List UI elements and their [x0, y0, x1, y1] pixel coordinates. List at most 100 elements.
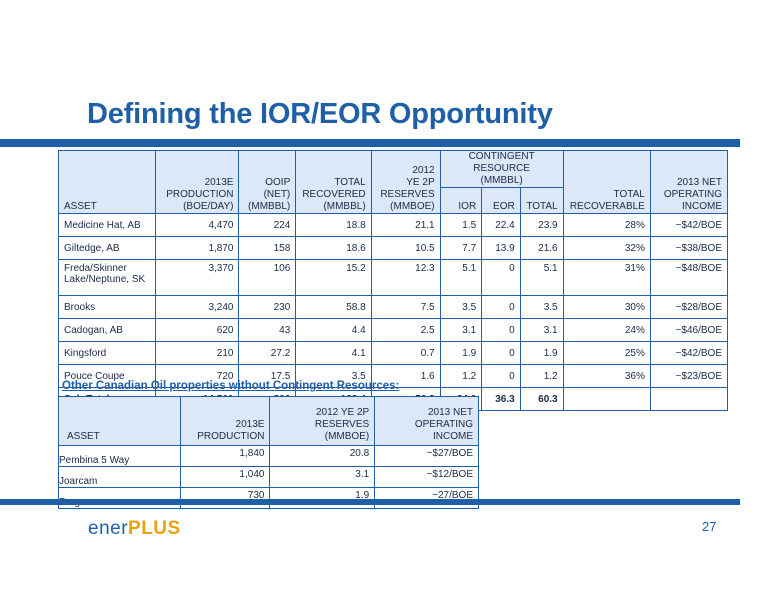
- cell-total: 23.9: [519, 213, 564, 237]
- cell-reserves: 0.7: [370, 341, 441, 365]
- header-row-top: ASSET 2013E PRODUCTION (BOE/DAY) OOIP (NET)…: [57, 150, 729, 214]
- cell-asset: Brooks: [57, 295, 157, 319]
- cell-reserves: 2.5: [370, 318, 441, 342]
- cell-asset: Giltedge, AB: [57, 236, 157, 260]
- logo-text-plus: PLUS: [128, 518, 181, 539]
- cell-asset: Pouce Coupe: [57, 364, 157, 388]
- table-row: Pembina 5 Way 1,840 20.8 ~$27/BOE: [58, 445, 479, 467]
- cell-production: 720: [155, 364, 240, 388]
- cell-total-recovered: 58.8: [295, 295, 372, 319]
- cell-asset: Freda/Skinner Lake/Neptune, SK: [57, 259, 157, 296]
- cell-income: ~$27/BOE: [374, 445, 479, 467]
- cell-ooip: 17.5: [238, 364, 297, 388]
- cell-income: ~$42/BOE: [649, 213, 729, 237]
- cell-reserves: 1.9: [269, 487, 376, 509]
- cell-income: ~$12/BOE: [374, 466, 479, 488]
- cell-total: 3.1: [519, 318, 564, 342]
- cell-reserves: 21.1: [370, 213, 441, 237]
- contingent-resource-table: ASSET 2013E PRODUCTION (BOE/DAY) OOIP (NET)…: [57, 150, 729, 411]
- cell-total: 60.3: [519, 387, 564, 411]
- secondary-heading: Other Canadian Oil properties without Co…: [62, 380, 400, 392]
- cell-income: ~$42/BOE: [649, 341, 729, 365]
- cell-eor: 0: [481, 259, 521, 296]
- cell-eor: 13.9: [481, 236, 521, 260]
- cell-total-recoverable: [562, 387, 651, 411]
- table-row: Giltedge, AB 1,870 158 18.6 10.5 7.7 13.…: [57, 236, 729, 260]
- cell-ior: 5.1: [439, 259, 483, 296]
- cell-reserves: 7.5: [370, 295, 441, 319]
- cell-total-recovered: 18.8: [295, 213, 372, 237]
- cell-total-recoverable: 32%: [562, 236, 651, 260]
- enerplus-logo: enerPLUS: [88, 518, 181, 540]
- cell-production: 620: [155, 318, 240, 342]
- cell-total-recoverable: 36%: [562, 364, 651, 388]
- cell-reserves: 20.8: [269, 445, 376, 467]
- cell-ior: 1.9: [439, 341, 483, 365]
- table-row: Freda/Skinner Lake/Neptune, SK 3,370 106 …: [57, 259, 729, 296]
- logo-text-ener: ener: [88, 518, 129, 539]
- cell-asset: Kingsford: [57, 341, 157, 365]
- cell-ooip: 230: [238, 295, 297, 319]
- cell-asset: Cadogan, AB: [57, 318, 157, 342]
- col-production: 2013E PRODUCTION: [179, 396, 271, 446]
- col-eor: EOR: [481, 187, 521, 214]
- cell-ooip: 224: [238, 213, 297, 237]
- cell-ooip: 106: [238, 259, 297, 296]
- cell-income: ~27/BOE: [374, 487, 479, 509]
- cell-total-recoverable: 30%: [562, 295, 651, 319]
- cell-production: 1,870: [155, 236, 240, 260]
- cell-total: 1.2: [519, 364, 564, 388]
- table-row: Kingsford 210 27.2 4.1 0.7 1.9 0 1.9 25%…: [57, 341, 729, 365]
- col-total-recovered: TOTAL RECOVERED (MMBBL): [295, 150, 372, 214]
- cell-ior: 7.7: [439, 236, 483, 260]
- col-contingent-total: TOTAL: [519, 187, 564, 214]
- footer-divider: [0, 499, 740, 505]
- cell-income: ~$48/BOE: [649, 259, 729, 296]
- cell-total: 21.6: [519, 236, 564, 260]
- cell-total-recovered: 15.2: [295, 259, 372, 296]
- col-contingent-resource: CONTINGENT RESOURCE (MMBBL): [439, 150, 564, 188]
- cell-reserves: 3.1: [269, 466, 376, 488]
- cell-ior: 1.5: [439, 213, 483, 237]
- cell-eor: 0: [481, 341, 521, 365]
- col-income: 2013 NET OPERATING INCOME: [374, 396, 479, 446]
- cell-asset: Medicine Hat, AB: [57, 213, 157, 237]
- cell-production: 4,470: [155, 213, 240, 237]
- cell-eor: 36.3: [481, 387, 521, 411]
- page-title: Defining the IOR/EOR Opportunity: [87, 98, 553, 130]
- header-row-sub: IOR EOR TOTAL: [59, 187, 728, 214]
- col-total-recoverable: TOTAL RECOVERABLE: [562, 150, 651, 214]
- cell-production: 1,040: [179, 466, 271, 488]
- cell-ior: 3.5: [439, 295, 483, 319]
- cell-reserves: 12.3: [370, 259, 441, 296]
- cell-production: 1,840: [179, 445, 271, 467]
- other-properties-table: ASSET 2013E PRODUCTION 2012 YE 2P RESERVES…: [58, 396, 479, 509]
- cell-total: 5.1: [519, 259, 564, 296]
- cell-asset: Pembina 5 Way: [58, 445, 181, 467]
- cell-production: 3,370: [155, 259, 240, 296]
- cell-total: 3.5: [519, 295, 564, 319]
- cell-eor: 0: [481, 318, 521, 342]
- cell-total-recoverable: 25%: [562, 341, 651, 365]
- col-income: 2013 NET OPERATING INCOME: [649, 150, 729, 214]
- page-number: 27: [702, 519, 717, 534]
- cell-eor: 0: [481, 364, 521, 388]
- cell-total-recoverable: 31%: [562, 259, 651, 296]
- cell-asset: Progress: [58, 487, 181, 509]
- table-row: Progress 730 1.9 ~27/BOE: [58, 487, 479, 509]
- col-ooip: OOIP (NET) (MMBBL): [238, 150, 297, 214]
- col-production: 2013E PRODUCTION (BOE/DAY): [155, 150, 240, 214]
- cell-ooip: 43: [238, 318, 297, 342]
- cell-eor: 22.4: [481, 213, 521, 237]
- cell-ior: 3.1: [439, 318, 483, 342]
- cell-production: 3,240: [155, 295, 240, 319]
- cell-ior: 1.2: [439, 364, 483, 388]
- table-row: Medicine Hat, AB 4,470 224 18.8 21.1 1.5…: [57, 213, 729, 237]
- table-row: Joarcam 1,040 3.1 ~$12/BOE: [58, 466, 479, 488]
- cell-eor: 0: [481, 295, 521, 319]
- title-divider: [0, 139, 740, 147]
- cell-total: 1.9: [519, 341, 564, 365]
- cell-total-recovered: 18.6: [295, 236, 372, 260]
- col-reserves: 2012 YE 2P RESERVES (MMBOE): [370, 150, 441, 214]
- col-asset: ASSET: [58, 396, 181, 446]
